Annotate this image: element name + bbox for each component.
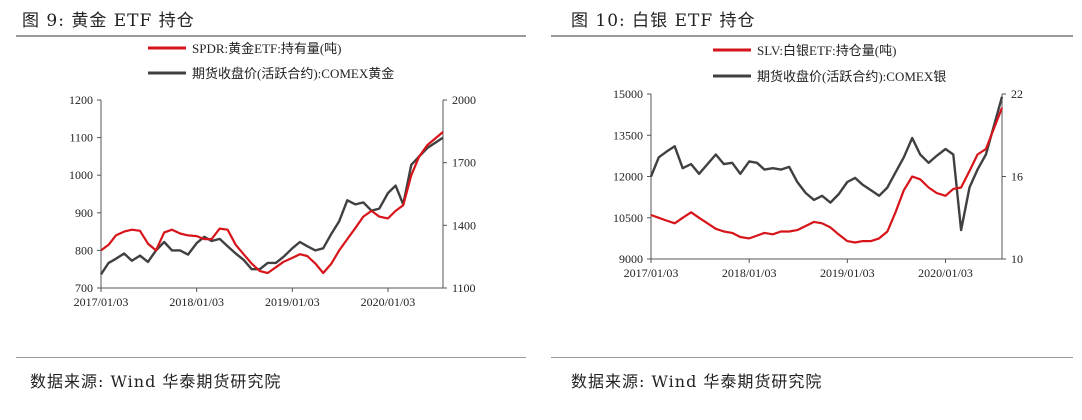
y-left-tick-label: 10500 [613, 211, 643, 225]
gold-etf-chart: SPDR:黄金ETF:持有量(吨) 期货收盘价(活跃合约):COMEX黄金 700 8… [69, 41, 476, 309]
y-left-tick-label: 1200 [69, 93, 93, 107]
legend-label: 期货收盘价(活跃合约):COMEX银 [757, 69, 946, 84]
x-tick-label: 2018/01/03 [722, 266, 777, 280]
comex-price-line [99, 136, 444, 276]
figure-silver-etf: 图 10: 白银 ETF 持仓 SLV:白银ETF:持仓量(吨) 期货收盘价(活跃… [541, 0, 1082, 420]
etf-holdings-line [650, 107, 1004, 244]
y-left-tick-label: 12000 [613, 170, 643, 184]
legend-label: SPDR:黄金ETF:持有量(吨) [192, 41, 342, 56]
y-left-tick-label: 9000 [619, 252, 643, 266]
legend-label: SLV:白银ETF:持仓量(吨) [757, 43, 896, 58]
bottom-divider [551, 357, 1073, 358]
y-right-tick-label: 1100 [452, 281, 476, 295]
comex-price-line [649, 96, 1004, 232]
source-note: 数据来源: Wind 华泰期货研究院 [30, 372, 282, 391]
x-tick-label: 2018/01/03 [169, 295, 224, 309]
etf-holdings-line [100, 131, 444, 275]
y-right-tick-label: 1400 [452, 218, 476, 232]
y-right-tick-label: 10 [1011, 252, 1023, 266]
y-left-tick-label: 15000 [613, 87, 643, 101]
top-divider [16, 35, 526, 37]
y-right-tick-label: 16 [1011, 170, 1023, 184]
x-tick-label: 2019/01/03 [265, 295, 320, 309]
y-left-tick-label: 1100 [69, 131, 93, 145]
x-tick-label: 2020/01/03 [361, 295, 416, 309]
x-tick-label: 2017/01/03 [74, 295, 129, 309]
source-note: 数据来源: Wind 华泰期货研究院 [571, 372, 823, 391]
y-left-tick-label: 13500 [613, 128, 643, 142]
figure-gold-etf: 图 9: 黄金 ETF 持仓 SPDR:黄金ETF:持有量(吨) 期货收盘价(活跃… [16, 11, 526, 391]
y-right-tick-label: 22 [1011, 87, 1023, 101]
y-right-tick-label: 2000 [452, 93, 476, 107]
y-left-tick-label: 700 [75, 281, 93, 295]
bottom-divider [16, 357, 526, 358]
y-left-tick-label: 800 [75, 243, 93, 257]
y-left-tick-label: 900 [75, 206, 93, 220]
silver-etf-chart: SLV:白银ETF:持仓量(吨) 期货收盘价(活跃合约):COMEX银 9000 10… [613, 43, 1023, 280]
legend-label: 期货收盘价(活跃合约):COMEX黄金 [192, 66, 394, 81]
y-left-tick-label: 1000 [69, 168, 93, 182]
x-tick-label: 2019/01/03 [820, 266, 875, 280]
top-divider [551, 35, 1073, 37]
y-right-tick-label: 1700 [452, 156, 476, 170]
figure-title: 图 10: 白银 ETF 持仓 [571, 11, 756, 31]
figure-title: 图 9: 黄金 ETF 持仓 [22, 11, 195, 31]
x-tick-label: 2020/01/03 [918, 266, 973, 280]
x-tick-label: 2017/01/03 [624, 266, 679, 280]
